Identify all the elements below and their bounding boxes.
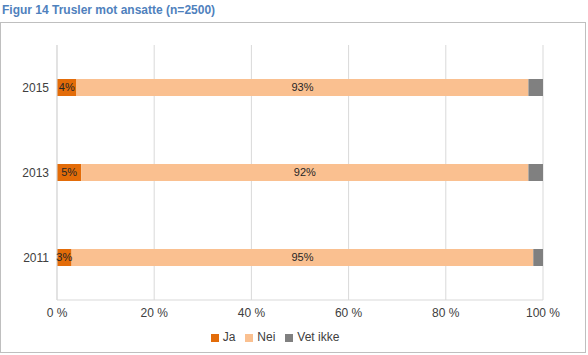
html-text:Vet ikke: Vet ikke bbox=[297, 330, 340, 344]
svg-text:95%: 95% bbox=[291, 251, 313, 263]
svg-text:92%: 92% bbox=[294, 166, 316, 178]
html-text:Nei: Nei bbox=[257, 330, 276, 344]
svg-text:0 %: 0 % bbox=[47, 306, 68, 320]
svg-text:4%: 4% bbox=[59, 81, 75, 93]
html-text:Ja: Ja bbox=[222, 330, 236, 344]
svg-text:80 %: 80 % bbox=[432, 306, 460, 320]
svg-text:93%: 93% bbox=[291, 81, 313, 93]
svg-text:5%: 5% bbox=[61, 166, 77, 178]
svg-text:2015: 2015 bbox=[22, 81, 49, 95]
svg-text:3%: 3% bbox=[56, 251, 72, 263]
svg-text:100 %: 100 % bbox=[526, 306, 560, 320]
html-text:Figur 14 Trusler mot ansatte (: Figur 14 Trusler mot ansatte (n=2500) bbox=[2, 3, 216, 17]
svg-text:60 %: 60 % bbox=[335, 306, 363, 320]
svg-text:20 %: 20 % bbox=[141, 306, 169, 320]
svg-text:2013: 2013 bbox=[22, 166, 49, 180]
svg-text:2011: 2011 bbox=[23, 251, 49, 265]
svg-text:40 %: 40 % bbox=[238, 306, 266, 320]
